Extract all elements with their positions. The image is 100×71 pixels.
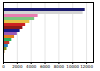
svg-text:6000: 6000 — [40, 64, 51, 69]
svg-text:10000: 10000 — [66, 64, 79, 69]
svg-text:8000: 8000 — [54, 64, 65, 69]
svg-text:4000: 4000 — [26, 64, 37, 69]
svg-text:12000: 12000 — [80, 64, 93, 69]
svg-text:2000: 2000 — [12, 64, 23, 69]
svg-text:0: 0 — [2, 64, 5, 69]
